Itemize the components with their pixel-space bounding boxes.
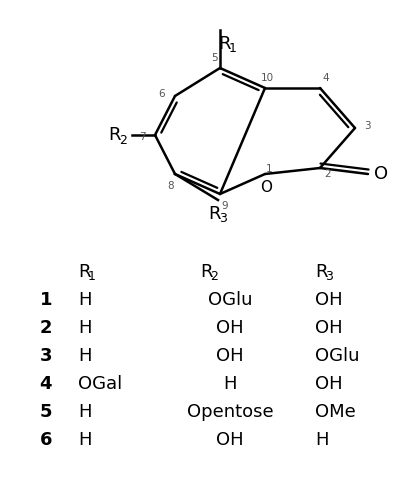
Text: R: R <box>315 263 328 281</box>
Text: 1: 1 <box>88 270 96 284</box>
Text: OH: OH <box>315 319 343 337</box>
Text: O: O <box>260 180 272 195</box>
Text: Opentose: Opentose <box>187 403 273 421</box>
Text: 5: 5 <box>211 53 217 63</box>
Text: O: O <box>374 165 388 183</box>
Text: 3: 3 <box>219 212 227 226</box>
Text: R: R <box>200 263 213 281</box>
Text: OH: OH <box>216 431 244 449</box>
Text: OMe: OMe <box>315 403 356 421</box>
Text: OGlu: OGlu <box>208 291 252 309</box>
Text: 4: 4 <box>323 73 329 83</box>
Text: 1: 1 <box>40 291 52 309</box>
Text: OH: OH <box>216 347 244 365</box>
Text: 9: 9 <box>222 201 228 211</box>
Text: 8: 8 <box>168 181 174 191</box>
Text: OGal: OGal <box>78 375 122 393</box>
Text: H: H <box>78 347 92 365</box>
Text: 2: 2 <box>325 169 331 179</box>
Text: R: R <box>208 205 220 223</box>
Text: OH: OH <box>216 319 244 337</box>
Text: 6: 6 <box>40 431 52 449</box>
Text: OGlu: OGlu <box>315 347 360 365</box>
Text: OH: OH <box>315 375 343 393</box>
Text: 1: 1 <box>266 164 272 174</box>
Text: 5: 5 <box>40 403 52 421</box>
Text: 3: 3 <box>325 270 333 284</box>
Text: 7: 7 <box>139 132 145 142</box>
Text: 2: 2 <box>119 133 127 146</box>
Text: 3: 3 <box>40 347 52 365</box>
Text: H: H <box>78 403 92 421</box>
Text: H: H <box>78 319 92 337</box>
Text: R: R <box>78 263 90 281</box>
Text: 10: 10 <box>261 73 274 83</box>
Text: 2: 2 <box>210 270 218 284</box>
Text: 6: 6 <box>159 89 165 99</box>
Text: 1: 1 <box>229 43 237 56</box>
Text: 3: 3 <box>364 121 370 131</box>
Text: H: H <box>223 375 237 393</box>
Text: R: R <box>108 126 121 144</box>
Text: H: H <box>315 431 328 449</box>
Text: 4: 4 <box>40 375 52 393</box>
Text: OH: OH <box>315 291 343 309</box>
Text: 2: 2 <box>40 319 52 337</box>
Text: R: R <box>218 35 231 53</box>
Text: H: H <box>78 291 92 309</box>
Text: H: H <box>78 431 92 449</box>
